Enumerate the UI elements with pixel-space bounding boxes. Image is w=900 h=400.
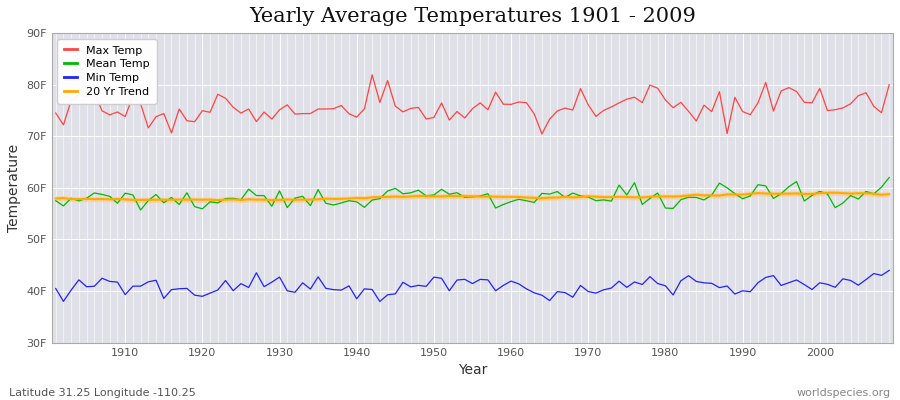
Text: Latitude 31.25 Longitude -110.25: Latitude 31.25 Longitude -110.25 xyxy=(9,388,196,398)
Y-axis label: Temperature: Temperature xyxy=(7,144,21,232)
X-axis label: Year: Year xyxy=(458,363,487,377)
Text: worldspecies.org: worldspecies.org xyxy=(796,388,891,398)
Title: Yearly Average Temperatures 1901 - 2009: Yearly Average Temperatures 1901 - 2009 xyxy=(249,7,696,26)
Legend: Max Temp, Mean Temp, Min Temp, 20 Yr Trend: Max Temp, Mean Temp, Min Temp, 20 Yr Tre… xyxy=(58,39,157,104)
